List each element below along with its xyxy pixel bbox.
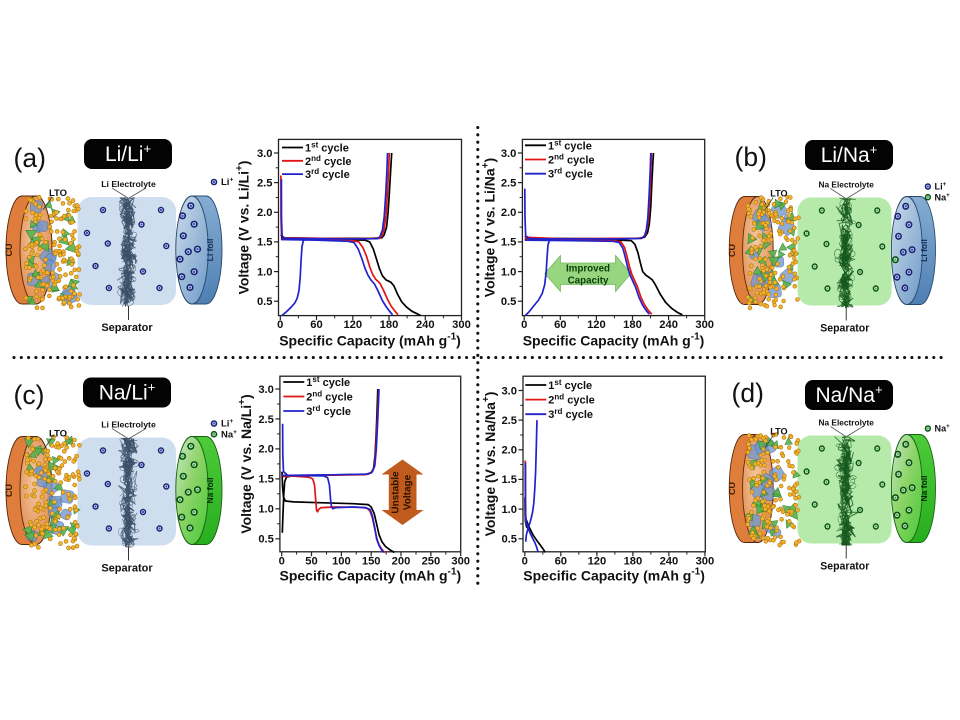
- svg-text:200: 200: [392, 555, 411, 567]
- svg-text:3rd cycle: 3rd cycle: [548, 167, 593, 181]
- svg-text:2.5: 2.5: [501, 415, 517, 427]
- svg-text:2.0: 2.0: [501, 445, 517, 457]
- svg-text:Li+: Li+: [935, 181, 947, 192]
- svg-text:Na+: Na+: [935, 423, 950, 434]
- svg-text:2.0: 2.0: [258, 444, 274, 456]
- svg-text:LTO: LTO: [770, 188, 787, 198]
- svg-text:3.0: 3.0: [501, 385, 517, 397]
- svg-text:Improved: Improved: [566, 264, 610, 275]
- svg-text:180: 180: [380, 319, 399, 331]
- svg-text:Na Electrolyte: Na Electrolyte: [819, 179, 875, 189]
- svg-text:1.5: 1.5: [258, 474, 274, 486]
- svg-text:Specific Capacity (mAh g-1): Specific Capacity (mAh g-1): [523, 566, 705, 583]
- svg-text:120: 120: [587, 319, 606, 331]
- svg-text:1.5: 1.5: [501, 237, 517, 249]
- svg-text:3.0: 3.0: [257, 148, 273, 160]
- svg-text:Li/Na+: Li/Na+: [821, 142, 878, 167]
- svg-text:3.0: 3.0: [501, 148, 517, 160]
- svg-text:2.5: 2.5: [501, 177, 517, 189]
- svg-text:2.5: 2.5: [258, 414, 274, 426]
- svg-text:CU: CU: [4, 244, 14, 257]
- svg-text:300: 300: [696, 555, 715, 567]
- svg-text:LTO: LTO: [49, 188, 67, 199]
- svg-text:(c): (c): [14, 380, 45, 410]
- svg-text:60: 60: [555, 555, 567, 567]
- svg-text:Separator: Separator: [820, 322, 870, 334]
- svg-text:60: 60: [310, 319, 322, 331]
- svg-text:300: 300: [451, 555, 470, 567]
- svg-text:CU: CU: [727, 482, 737, 495]
- svg-text:1.0: 1.0: [501, 504, 517, 516]
- svg-text:0.5: 0.5: [258, 534, 274, 546]
- svg-text:Voltage (V vs. Na/Li+): Voltage (V vs. Na/Li+): [237, 394, 254, 533]
- svg-text:120: 120: [343, 319, 362, 331]
- svg-text:Na/Na+: Na/Na+: [815, 382, 882, 407]
- svg-text:Li foil: Li foil: [919, 239, 929, 262]
- svg-text:Li+: Li+: [221, 418, 233, 430]
- svg-text:Na foil: Na foil: [205, 478, 215, 504]
- svg-text:1.0: 1.0: [257, 266, 273, 278]
- svg-text:Voltage (V vs. Na/Na+): Voltage (V vs. Na/Na+): [481, 392, 498, 537]
- svg-text:1.5: 1.5: [501, 474, 517, 486]
- svg-text:Capacity: Capacity: [568, 276, 609, 287]
- svg-text:250: 250: [422, 555, 441, 567]
- svg-text:180: 180: [623, 319, 642, 331]
- svg-text:Na+: Na+: [935, 192, 950, 203]
- svg-text:LTO: LTO: [770, 426, 787, 436]
- svg-text:0: 0: [277, 319, 283, 331]
- svg-text:240: 240: [659, 319, 678, 331]
- svg-text:50: 50: [305, 555, 317, 567]
- svg-text:1.0: 1.0: [258, 504, 274, 516]
- svg-text:Li/Li+: Li/Li+: [105, 141, 151, 166]
- svg-text:(b): (b): [735, 142, 767, 172]
- svg-text:Specific Capacity (mAh g-1): Specific Capacity (mAh g-1): [523, 332, 705, 349]
- svg-text:240: 240: [416, 319, 435, 331]
- svg-text:300: 300: [695, 319, 714, 331]
- svg-text:120: 120: [588, 555, 607, 567]
- svg-text:60: 60: [554, 319, 566, 331]
- svg-text:2.0: 2.0: [501, 207, 517, 219]
- svg-text:0.5: 0.5: [501, 534, 517, 546]
- svg-text:Li Electrolyte: Li Electrolyte: [101, 420, 156, 430]
- svg-text:0.5: 0.5: [501, 296, 517, 308]
- svg-text:150: 150: [362, 555, 381, 567]
- svg-text:0: 0: [522, 555, 528, 567]
- svg-text:Specific Capacity (mAh g-1): Specific Capacity (mAh g-1): [279, 566, 461, 583]
- svg-text:300: 300: [452, 319, 471, 331]
- svg-text:Na/Li+: Na/Li+: [99, 380, 156, 405]
- svg-text:LTO: LTO: [49, 429, 67, 440]
- svg-text:Voltage (V vs. Li/Na+): Voltage (V vs. Li/Na+): [480, 158, 497, 297]
- svg-text:CU: CU: [727, 244, 737, 257]
- svg-text:1.5: 1.5: [257, 237, 273, 249]
- svg-text:100: 100: [332, 555, 351, 567]
- svg-text:180: 180: [624, 555, 643, 567]
- svg-text:Voltage: Voltage: [403, 474, 414, 510]
- svg-text:0: 0: [521, 319, 527, 331]
- svg-text:Separator: Separator: [101, 563, 153, 575]
- svg-text:3.0: 3.0: [258, 384, 274, 396]
- svg-text:Specific Capacity (mAh g-1): Specific Capacity (mAh g-1): [279, 332, 461, 349]
- svg-text:0: 0: [279, 555, 285, 567]
- svg-text:(a): (a): [14, 143, 46, 173]
- svg-text:Na+: Na+: [221, 429, 237, 441]
- svg-text:1.0: 1.0: [501, 266, 517, 278]
- svg-text:240: 240: [660, 555, 679, 567]
- svg-text:2.0: 2.0: [257, 207, 273, 219]
- svg-text:Unstable: Unstable: [391, 471, 402, 514]
- svg-text:(d): (d): [732, 378, 764, 408]
- svg-text:CU: CU: [4, 484, 14, 497]
- svg-text:2.5: 2.5: [257, 177, 273, 189]
- svg-text:Li Electrolyte: Li Electrolyte: [101, 179, 156, 189]
- svg-text:Separator: Separator: [820, 560, 870, 572]
- svg-text:1st cycle: 1st cycle: [305, 141, 349, 155]
- svg-text:Li+: Li+: [221, 177, 233, 189]
- svg-text:Na Electrolyte: Na Electrolyte: [819, 417, 875, 427]
- svg-text:Na foil: Na foil: [919, 476, 929, 502]
- svg-text:Li foil: Li foil: [205, 239, 215, 262]
- svg-text:0.5: 0.5: [257, 296, 273, 308]
- svg-text:Voltage (V vs. Li/Li+): Voltage (V vs. Li/Li+): [235, 161, 252, 295]
- svg-text:Separator: Separator: [101, 322, 153, 334]
